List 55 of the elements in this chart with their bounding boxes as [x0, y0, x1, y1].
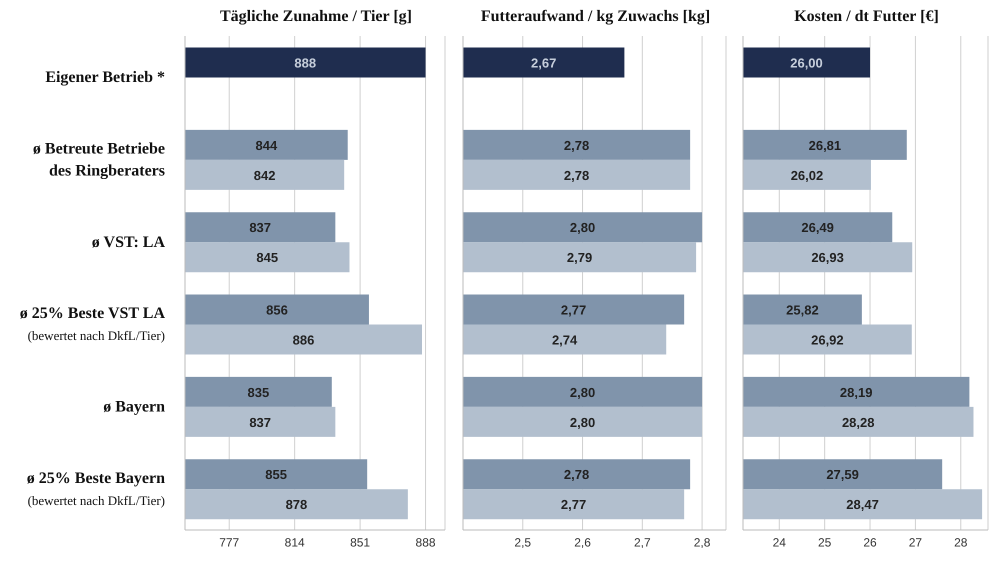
- data-label: 26,92: [811, 332, 844, 348]
- data-label: 2,80: [570, 384, 596, 400]
- x-tick-label: 2,5: [514, 536, 532, 550]
- y-tick-label: Eigener Betrieb *: [45, 69, 165, 86]
- x-tick-label: 27: [908, 536, 922, 550]
- x-tick-label: 851: [350, 536, 370, 550]
- data-label: 26,81: [808, 138, 842, 153]
- data-label: 28,47: [846, 497, 879, 512]
- data-label: 2,77: [560, 497, 586, 512]
- data-label: 25,82: [786, 302, 819, 318]
- x-tick-label: 814: [284, 536, 305, 550]
- data-label: 2,78: [564, 467, 590, 482]
- data-label: 2,74: [552, 332, 578, 348]
- data-label: 845: [256, 250, 278, 266]
- data-label: 2,78: [564, 138, 590, 153]
- y-tick-label: ø Bayern: [103, 398, 166, 416]
- y-tick-label: ø 25% Beste Bayern (bewertet nach DkfL/Tier): [26, 470, 166, 508]
- data-label: 26,93: [811, 250, 844, 266]
- x-tick-label: 2,6: [574, 536, 592, 550]
- data-label: 27,59: [826, 467, 859, 482]
- chart-title: Futteraufwand / kg Zuwachs [kg]: [480, 8, 712, 26]
- data-label: 842: [254, 168, 276, 183]
- data-label: 28,28: [842, 414, 875, 430]
- chart-title: Tägliche Zunahme / Tier [g]: [218, 8, 413, 26]
- data-label: 2,79: [566, 250, 592, 266]
- data-label: 2,80: [570, 414, 596, 430]
- x-tick-label: 777: [219, 536, 240, 550]
- data-label: 26,00: [790, 56, 823, 71]
- x-tick-label: 888: [416, 536, 436, 550]
- data-label: 26,49: [801, 220, 834, 236]
- data-label: 837: [249, 414, 272, 430]
- data-label: 2,67: [531, 56, 556, 71]
- data-label: 26,02: [790, 168, 824, 183]
- x-tick-label: 2,8: [694, 536, 711, 550]
- data-label: 2,78: [564, 168, 590, 183]
- data-label: 835: [248, 384, 270, 400]
- data-label: 837: [249, 220, 272, 236]
- data-label: 856: [266, 302, 288, 318]
- data-label: 886: [292, 332, 314, 348]
- chart-title: Kosten / dt Futter [€]: [793, 8, 940, 26]
- y-tick-label: ø VST: LA: [92, 234, 166, 251]
- data-label: 2,80: [570, 220, 596, 236]
- data-label: 888: [294, 56, 316, 71]
- x-tick-label: 26: [863, 536, 878, 550]
- x-tick-label: 25: [818, 536, 832, 550]
- y-tick-label: ø 25% Beste VST LA (bewertet nach DkfL/Tier): [20, 305, 166, 344]
- data-label: 855: [265, 467, 287, 482]
- x-tick-label: 24: [772, 536, 786, 550]
- data-label: 878: [286, 497, 308, 512]
- data-label: 844: [256, 138, 278, 153]
- x-tick-label: 28: [954, 536, 968, 550]
- data-label: 28,19: [840, 384, 872, 400]
- data-label: 2,77: [560, 302, 586, 318]
- x-tick-label: 2,7: [634, 536, 651, 550]
- y-tick-label: ø Betreute Betriebe des Ringberaters: [32, 140, 165, 180]
